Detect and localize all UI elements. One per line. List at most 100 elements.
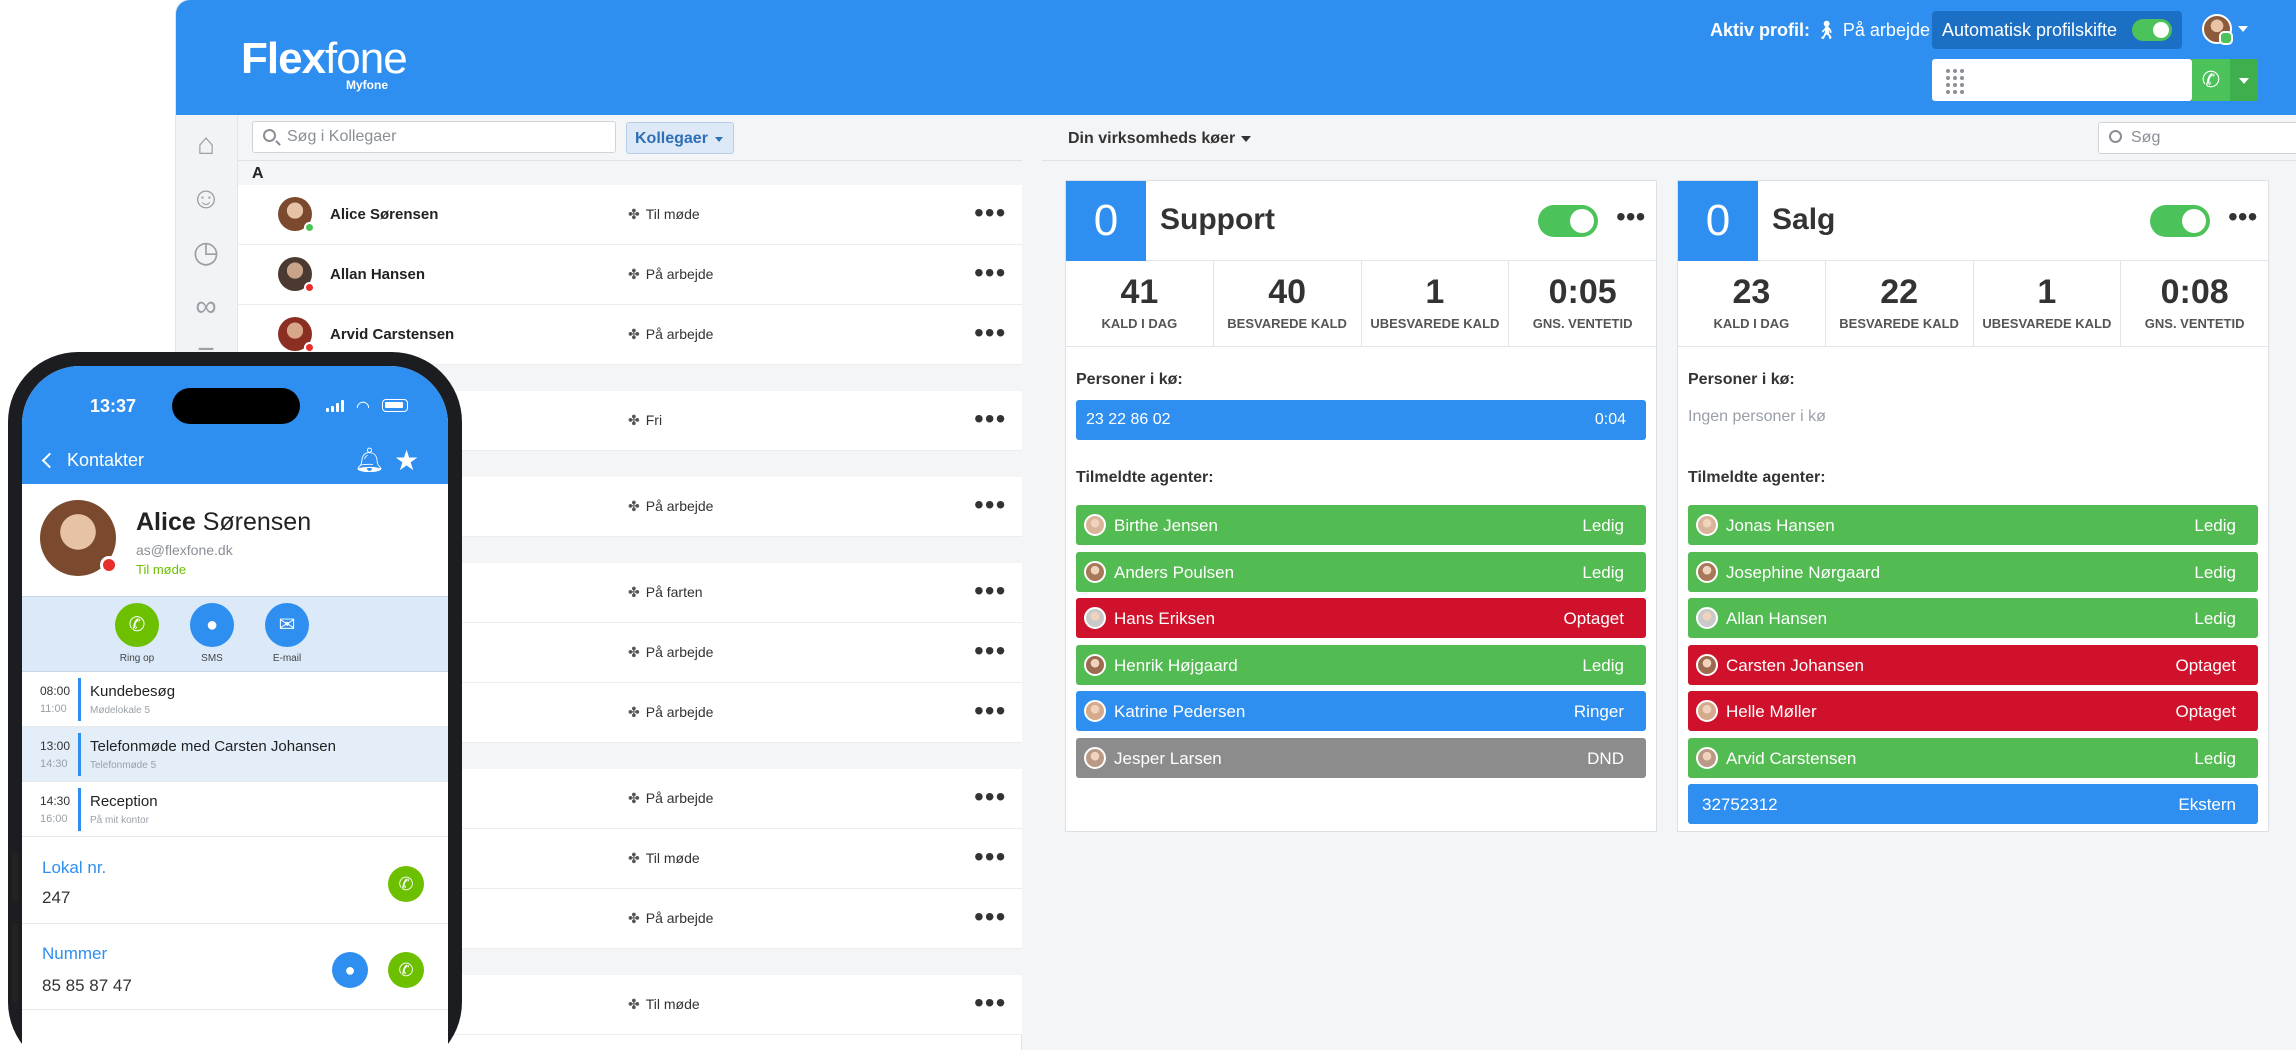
- queues-search-input[interactable]: [2131, 127, 2281, 149]
- agent-row[interactable]: Helle Møller Optaget: [1688, 691, 2258, 731]
- back-button[interactable]: Kontakter: [41, 450, 144, 471]
- agent-status: Ledig: [2194, 748, 2236, 768]
- agent-status: Optaget: [2175, 655, 2237, 675]
- agent-row[interactable]: Jonas Hansen Ledig: [1688, 505, 2258, 545]
- auto-profile-switch[interactable]: Automatisk profilskifte: [1932, 11, 2182, 49]
- more-icon[interactable]: •••: [974, 489, 1007, 520]
- phone-icon[interactable]: ✆: [388, 952, 424, 988]
- agent-name: Arvid Carstensen: [1726, 748, 1857, 768]
- contact-status: ✤ Til møde: [628, 206, 700, 223]
- local-number-section: Lokal nr. 247 ✆: [22, 838, 448, 924]
- agent-row[interactable]: Jesper Larsen DND: [1076, 737, 1646, 778]
- more-icon[interactable]: •••: [974, 695, 1007, 726]
- dialpad-icon[interactable]: [1946, 69, 1966, 94]
- call-button[interactable]: ✆: [2192, 59, 2230, 101]
- agent-row[interactable]: Anders Poulsen Ledig: [1076, 551, 1646, 592]
- presence-dot: [304, 282, 315, 293]
- voicemail-icon[interactable]: ∞: [195, 290, 217, 323]
- chevron-down-icon[interactable]: [2238, 26, 2248, 32]
- agent-row[interactable]: Arvid Carstensen Ledig: [1688, 737, 2258, 778]
- agent-row[interactable]: Birthe Jensen Ledig: [1076, 505, 1646, 545]
- contact-row[interactable]: Alice Sørensen ✤ Til møde •••: [238, 185, 1022, 245]
- email-action[interactable]: ✉ E-mail: [257, 603, 317, 664]
- agent-name: 32752312: [1702, 795, 1778, 814]
- contact-name: Arvid Carstensen: [330, 326, 455, 343]
- event-location: Mødelokale 5: [90, 705, 151, 716]
- more-icon[interactable]: •••: [974, 197, 1007, 228]
- contacts-search[interactable]: [252, 121, 616, 153]
- logo-main-text: Flex: [241, 34, 326, 83]
- contact-status-text: På arbejde: [645, 790, 714, 806]
- phone-icon[interactable]: ✆: [115, 603, 159, 647]
- call-options-dropdown[interactable]: [2230, 59, 2258, 101]
- queue-toggle[interactable]: [2150, 205, 2210, 237]
- agent-row[interactable]: 32752312 Ekstern: [1688, 784, 2258, 824]
- battery-icon: [382, 399, 408, 412]
- status-icon: ✤: [628, 326, 640, 342]
- waiting-caller[interactable]: 23 22 86 02 0:04: [1076, 400, 1646, 440]
- contacts-toolbar: Kollegaer: [238, 115, 1022, 161]
- agent-status: Ledig: [1582, 562, 1624, 582]
- calendar-event[interactable]: 08:00 11:00 Kundebesøg Mødelokale 5: [22, 672, 448, 727]
- agent-row[interactable]: Hans Eriksen Optaget: [1076, 598, 1646, 638]
- chat-icon[interactable]: ●: [332, 952, 368, 988]
- presence-dot: [100, 556, 118, 574]
- queues-search[interactable]: [2098, 122, 2296, 154]
- queues-dropdown[interactable]: Din virksomheds køer: [1068, 130, 1252, 147]
- phone-icon[interactable]: ✆: [388, 866, 424, 902]
- avatar: [1696, 514, 1718, 536]
- calendar-event[interactable]: 13:00 14:30 Telefonmøde med Carsten Joha…: [22, 727, 448, 782]
- contact-status-text: Til møde: [645, 206, 700, 222]
- contact-status: ✤ Fri: [628, 412, 662, 429]
- event-end: 11:00: [40, 703, 67, 715]
- mail-icon[interactable]: ✉: [265, 603, 309, 647]
- agent-row[interactable]: Katrine Pedersen Ringer: [1076, 691, 1646, 731]
- queue-stats: 41 KALD I DAG 40 BESVAREDE KALD 1 UBESVARED…: [1066, 261, 1656, 347]
- person-icon[interactable]: ☺: [190, 182, 222, 215]
- contacts-filter-dropdown[interactable]: Kollegaer: [626, 122, 734, 154]
- active-profile[interactable]: Aktiv profil: 🚶︎ På arbejde: [1710, 20, 1930, 41]
- event-bar: [78, 788, 81, 831]
- agent-row[interactable]: Henrik Højgaard Ledig: [1076, 644, 1646, 685]
- more-icon[interactable]: •••: [974, 841, 1007, 872]
- bell-icon[interactable]: 🔔︎: [354, 447, 385, 474]
- contacts-search-input[interactable]: [287, 126, 607, 148]
- more-icon[interactable]: •••: [2228, 201, 2258, 232]
- agent-row[interactable]: Carsten Johansen Optaget: [1688, 644, 2258, 685]
- queue-toggle[interactable]: [1538, 205, 1598, 237]
- more-icon[interactable]: •••: [974, 317, 1007, 348]
- more-icon[interactable]: •••: [974, 901, 1007, 932]
- calendar-event[interactable]: 14:30 16:00 Reception På mit kontor: [22, 782, 448, 837]
- agent-name: Henrik Højgaard: [1114, 655, 1238, 675]
- agent-row[interactable]: Josephine Nørgaard Ledig: [1688, 551, 2258, 592]
- dial-input[interactable]: [1932, 59, 2192, 101]
- agent-status: Ledig: [1582, 516, 1624, 535]
- stat-calls-today: 23 KALD I DAG: [1678, 261, 1826, 346]
- sms-action[interactable]: ● SMS: [182, 603, 242, 664]
- call-action[interactable]: ✆ Ring op: [107, 603, 167, 664]
- contact-status-text: Til møde: [645, 996, 700, 1012]
- action-label: SMS: [201, 653, 223, 664]
- more-icon[interactable]: •••: [1616, 201, 1646, 232]
- contact-status-text: På arbejde: [645, 644, 714, 660]
- contact-row[interactable]: Allan Hansen ✤ På arbejde •••: [238, 245, 1022, 305]
- agent-row[interactable]: Allan Hansen Ledig: [1688, 598, 2258, 638]
- clock-icon[interactable]: ◷: [192, 236, 220, 269]
- star-icon[interactable]: ★: [394, 445, 420, 476]
- more-icon[interactable]: •••: [974, 635, 1007, 666]
- more-icon[interactable]: •••: [974, 403, 1007, 434]
- more-icon[interactable]: •••: [974, 257, 1007, 288]
- home-icon[interactable]: ⌂: [196, 128, 216, 161]
- phone-side-button: [12, 852, 18, 902]
- auto-profile-toggle[interactable]: [2132, 19, 2172, 41]
- agent-status: Ledig: [1582, 655, 1624, 675]
- more-icon[interactable]: •••: [974, 575, 1007, 606]
- contact-email[interactable]: as@flexfone.dk: [136, 542, 233, 558]
- more-icon[interactable]: •••: [974, 987, 1007, 1018]
- event-location: Telefonmøde 5: [90, 760, 157, 771]
- contact-status-text: På arbejde: [645, 910, 714, 926]
- user-avatar[interactable]: [2202, 14, 2233, 45]
- more-icon[interactable]: •••: [974, 781, 1007, 812]
- stat-avg-wait: 0:08 GNS. VENTETID: [2121, 261, 2268, 346]
- chat-icon[interactable]: ●: [190, 603, 234, 647]
